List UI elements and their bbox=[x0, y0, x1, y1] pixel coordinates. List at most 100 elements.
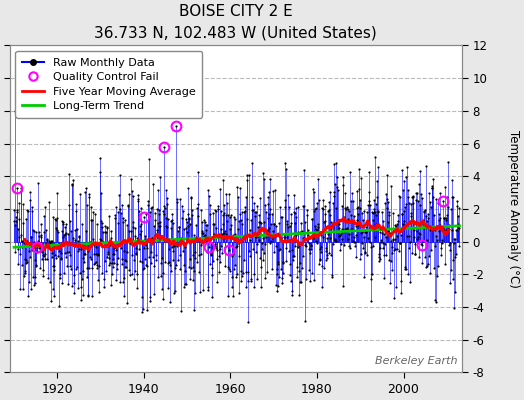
Point bbox=[47, 237, 56, 244]
Point bbox=[237, 268, 245, 274]
Point bbox=[391, 225, 400, 231]
Point bbox=[397, 278, 405, 284]
Point bbox=[89, 208, 97, 215]
Point bbox=[308, 216, 316, 222]
Point bbox=[451, 254, 459, 261]
Point bbox=[64, 248, 73, 255]
Point bbox=[319, 234, 328, 240]
Point bbox=[450, 305, 458, 312]
Point bbox=[440, 215, 448, 222]
Point bbox=[424, 215, 433, 222]
Point bbox=[362, 229, 370, 235]
Point bbox=[287, 211, 295, 217]
Point bbox=[428, 182, 436, 189]
Point bbox=[243, 172, 252, 178]
Point bbox=[182, 224, 190, 231]
Point bbox=[83, 292, 92, 298]
Point bbox=[37, 232, 46, 238]
Point bbox=[351, 243, 359, 249]
Point bbox=[102, 229, 110, 236]
Point bbox=[279, 260, 287, 266]
Point bbox=[436, 222, 444, 228]
Point bbox=[323, 255, 332, 261]
Point bbox=[217, 208, 225, 214]
Point bbox=[189, 263, 197, 270]
Point bbox=[106, 260, 114, 266]
Point bbox=[383, 172, 391, 178]
Point bbox=[80, 258, 88, 265]
Point bbox=[207, 249, 215, 256]
Point bbox=[384, 228, 392, 234]
Point bbox=[157, 260, 166, 266]
Point bbox=[238, 221, 246, 228]
Point bbox=[178, 236, 186, 242]
Point bbox=[158, 296, 167, 302]
Point bbox=[441, 184, 449, 190]
Point bbox=[415, 254, 423, 260]
Point bbox=[83, 202, 91, 208]
Point bbox=[226, 214, 235, 220]
Point bbox=[191, 290, 199, 296]
Point bbox=[356, 251, 365, 257]
Point bbox=[251, 213, 259, 220]
Point bbox=[294, 229, 302, 235]
Point bbox=[59, 234, 67, 240]
Point bbox=[420, 208, 428, 214]
Point bbox=[307, 245, 315, 252]
Point bbox=[401, 266, 409, 272]
Point bbox=[112, 204, 121, 210]
Point bbox=[156, 222, 165, 229]
Point bbox=[281, 196, 289, 203]
Point bbox=[105, 255, 114, 262]
Point bbox=[274, 260, 282, 267]
Point bbox=[94, 251, 103, 257]
Point bbox=[375, 257, 383, 264]
Point bbox=[187, 265, 195, 272]
Point bbox=[361, 249, 369, 255]
Point bbox=[266, 240, 274, 246]
Point bbox=[71, 227, 80, 233]
Point bbox=[285, 237, 293, 244]
Point bbox=[94, 252, 102, 258]
Point bbox=[246, 227, 254, 233]
Point bbox=[195, 235, 203, 241]
Point bbox=[243, 177, 251, 184]
Point bbox=[365, 202, 374, 208]
Point bbox=[361, 229, 369, 235]
Point bbox=[157, 235, 166, 241]
Point bbox=[219, 212, 227, 219]
Point bbox=[132, 245, 140, 251]
Point bbox=[239, 235, 247, 242]
Point bbox=[252, 234, 260, 240]
Point bbox=[82, 185, 90, 192]
Point bbox=[228, 292, 237, 299]
Point bbox=[116, 206, 124, 212]
Point bbox=[364, 202, 373, 208]
Point bbox=[283, 221, 292, 227]
Point bbox=[386, 230, 395, 236]
Point bbox=[279, 259, 287, 265]
Point bbox=[446, 240, 454, 246]
Point bbox=[122, 258, 130, 264]
Point bbox=[370, 209, 378, 216]
Point bbox=[35, 233, 43, 240]
Point bbox=[45, 237, 53, 244]
Point bbox=[62, 253, 70, 260]
Point bbox=[35, 244, 43, 251]
Point bbox=[181, 281, 190, 287]
Point bbox=[134, 192, 143, 198]
Point bbox=[378, 209, 387, 216]
Point bbox=[444, 226, 452, 232]
Point bbox=[14, 246, 23, 252]
Point bbox=[96, 190, 105, 196]
Point bbox=[366, 239, 374, 245]
Point bbox=[248, 206, 257, 213]
Point bbox=[146, 298, 155, 305]
Point bbox=[269, 228, 277, 235]
Point bbox=[298, 228, 306, 234]
Point bbox=[168, 244, 176, 250]
Point bbox=[347, 226, 356, 232]
Point bbox=[84, 293, 93, 300]
Point bbox=[88, 217, 96, 224]
Point bbox=[64, 280, 72, 287]
